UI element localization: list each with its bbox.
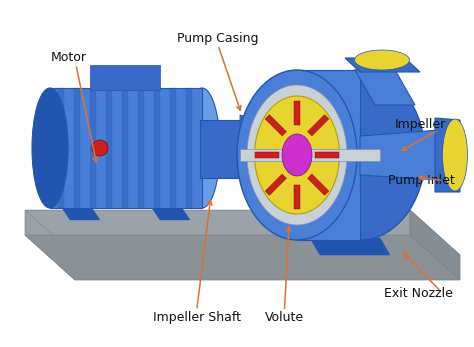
Polygon shape: [410, 210, 460, 280]
Polygon shape: [265, 174, 286, 195]
Ellipse shape: [355, 50, 410, 70]
Polygon shape: [265, 115, 286, 136]
Text: Impeller Shaft: Impeller Shaft: [153, 311, 241, 324]
Text: Pump Casing: Pump Casing: [177, 32, 259, 45]
Polygon shape: [90, 88, 96, 208]
Text: Volute: Volute: [265, 311, 304, 324]
Polygon shape: [50, 88, 202, 208]
Ellipse shape: [443, 119, 467, 191]
Ellipse shape: [282, 134, 312, 176]
Ellipse shape: [184, 88, 220, 208]
Polygon shape: [294, 101, 300, 125]
Polygon shape: [58, 88, 64, 208]
Polygon shape: [294, 185, 300, 209]
Polygon shape: [240, 115, 285, 185]
Circle shape: [292, 115, 308, 131]
Polygon shape: [295, 175, 320, 215]
Polygon shape: [60, 205, 100, 220]
Polygon shape: [138, 88, 144, 208]
Polygon shape: [25, 235, 460, 280]
Ellipse shape: [32, 88, 68, 208]
Polygon shape: [308, 174, 329, 195]
Polygon shape: [355, 70, 415, 105]
Text: Pump Inlet: Pump Inlet: [388, 174, 455, 187]
Text: Exit Nozzle: Exit Nozzle: [384, 287, 453, 300]
Polygon shape: [150, 205, 190, 220]
Polygon shape: [25, 210, 75, 280]
Text: Motor: Motor: [51, 51, 87, 64]
Polygon shape: [315, 152, 339, 158]
Polygon shape: [297, 70, 360, 240]
Polygon shape: [360, 130, 440, 180]
Polygon shape: [200, 120, 240, 178]
Polygon shape: [25, 210, 410, 235]
Polygon shape: [308, 115, 329, 136]
Text: Impeller: Impeller: [394, 118, 446, 132]
Polygon shape: [25, 210, 460, 255]
Polygon shape: [282, 128, 330, 175]
Polygon shape: [240, 149, 380, 161]
Polygon shape: [170, 88, 176, 208]
Polygon shape: [106, 88, 112, 208]
Polygon shape: [435, 118, 460, 192]
Ellipse shape: [237, 70, 357, 240]
Circle shape: [92, 140, 108, 156]
Polygon shape: [122, 88, 128, 208]
Ellipse shape: [295, 70, 425, 240]
Polygon shape: [90, 65, 160, 90]
Ellipse shape: [255, 96, 339, 214]
Ellipse shape: [247, 85, 347, 225]
Polygon shape: [255, 152, 279, 158]
Polygon shape: [74, 88, 80, 208]
Polygon shape: [310, 238, 390, 255]
Polygon shape: [345, 58, 420, 72]
Polygon shape: [186, 88, 192, 208]
Polygon shape: [154, 88, 160, 208]
